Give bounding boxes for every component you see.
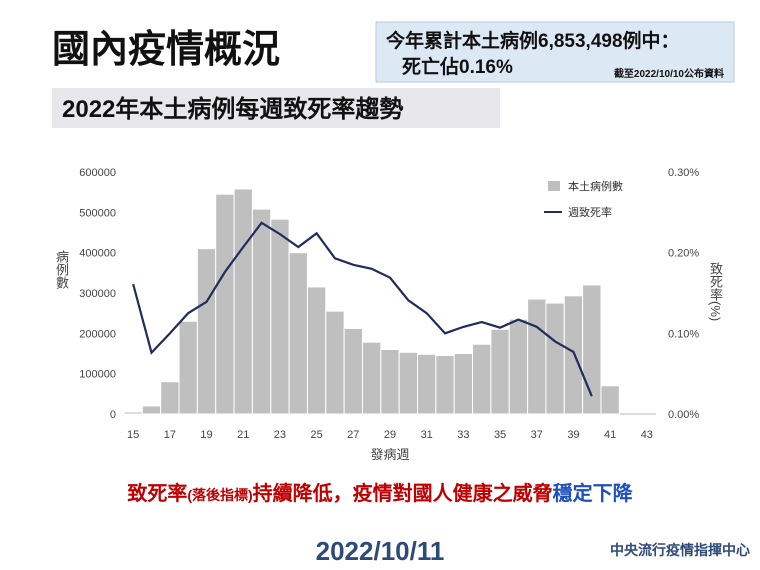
y2-axis-label: 致死率(%) — [708, 262, 723, 322]
bar — [270, 218, 290, 415]
x-tick-label: 31 — [421, 429, 433, 441]
legend-label: 週致死率 — [568, 205, 612, 219]
note-box — [375, 21, 735, 83]
bar — [306, 286, 327, 415]
y-tick-label: 600000 — [79, 167, 116, 179]
title: 國內疫情概況 — [52, 29, 280, 71]
message: 致死率(落後指標)持續降低，疫情對國人健康之威脅穩定下降 — [127, 481, 633, 505]
y-tick-label: 0 — [110, 409, 116, 421]
legend-label: 本土病例數 — [568, 179, 623, 193]
message-part: 穩定下降 — [553, 481, 634, 505]
x-tick-label: 21 — [237, 429, 249, 441]
bar — [251, 208, 272, 415]
bar — [600, 385, 620, 415]
bar — [123, 411, 143, 415]
x-tick-label: 37 — [531, 429, 543, 441]
message-part: 持續降低，疫情對國人健康之威脅 — [253, 481, 553, 505]
x-tick-label: 15 — [127, 429, 139, 441]
plot: 0 100000 200000 300000 400000 500000 600000 0.0… — [79, 167, 699, 441]
bar — [563, 295, 584, 415]
bar — [453, 353, 474, 415]
bar — [417, 353, 437, 415]
organization: 中央流行疫情指揮中心 — [610, 542, 750, 558]
y-tick-label: 100000 — [79, 369, 116, 381]
bar — [361, 341, 382, 415]
y-tick-label: 500000 — [79, 207, 116, 219]
x-tick-label: 43 — [641, 429, 653, 441]
bar — [325, 310, 345, 415]
bar — [508, 318, 529, 415]
bar — [141, 405, 162, 415]
bar — [435, 355, 455, 415]
x-tick-label: 27 — [347, 429, 359, 441]
message-part: 致死率 — [127, 481, 187, 505]
legend-swatch — [548, 181, 560, 191]
bar — [288, 252, 308, 415]
x-tick-label: 35 — [494, 429, 506, 441]
bar — [545, 302, 565, 415]
x-tick-label: 29 — [384, 429, 396, 441]
bar — [490, 328, 510, 415]
x-tick-label: 19 — [200, 429, 212, 441]
y2-tick-label: 0.00% — [668, 409, 699, 421]
bar — [527, 298, 547, 415]
x-tick-label: 25 — [310, 429, 322, 441]
subtitle-bar — [52, 88, 500, 128]
bar — [398, 351, 419, 415]
x-axis-label: 發病週 — [370, 447, 409, 462]
y2-tick-label: 0.20% — [668, 248, 699, 260]
y2-tick-label: 0.10% — [668, 328, 699, 340]
y-tick-label: 400000 — [79, 248, 116, 260]
bar — [380, 348, 400, 415]
bar — [160, 381, 180, 415]
line — [132, 221, 593, 397]
y-tick-label: 200000 — [79, 328, 116, 340]
x-tick-label: 39 — [567, 429, 579, 441]
subtitle: 2022年本土病例每週致死率趨勢 — [62, 95, 403, 123]
bar — [178, 320, 198, 415]
bar — [215, 193, 235, 415]
y-axis-label: 病例數 — [54, 250, 69, 289]
note-source: 截至2022/10/10公布資料 — [614, 67, 724, 80]
bar — [472, 343, 492, 415]
note-line: 今年累計本土病例6,853,498例中： — [385, 29, 680, 52]
bar — [343, 327, 363, 415]
bar — [196, 248, 217, 415]
note-line: 死亡佔0.16% — [402, 55, 513, 78]
bar — [233, 188, 253, 415]
bar — [582, 284, 602, 415]
x-tick-label: 23 — [274, 429, 286, 441]
x-tick-label: 17 — [164, 429, 176, 441]
message-part: (落後指標) — [187, 487, 252, 503]
x-tick-label: 33 — [457, 429, 469, 441]
y2-tick-label: 0.30% — [668, 167, 699, 179]
date: 2022/10/11 — [316, 536, 445, 566]
y-tick-label: 300000 — [79, 288, 116, 300]
x-tick-label: 41 — [604, 429, 616, 441]
